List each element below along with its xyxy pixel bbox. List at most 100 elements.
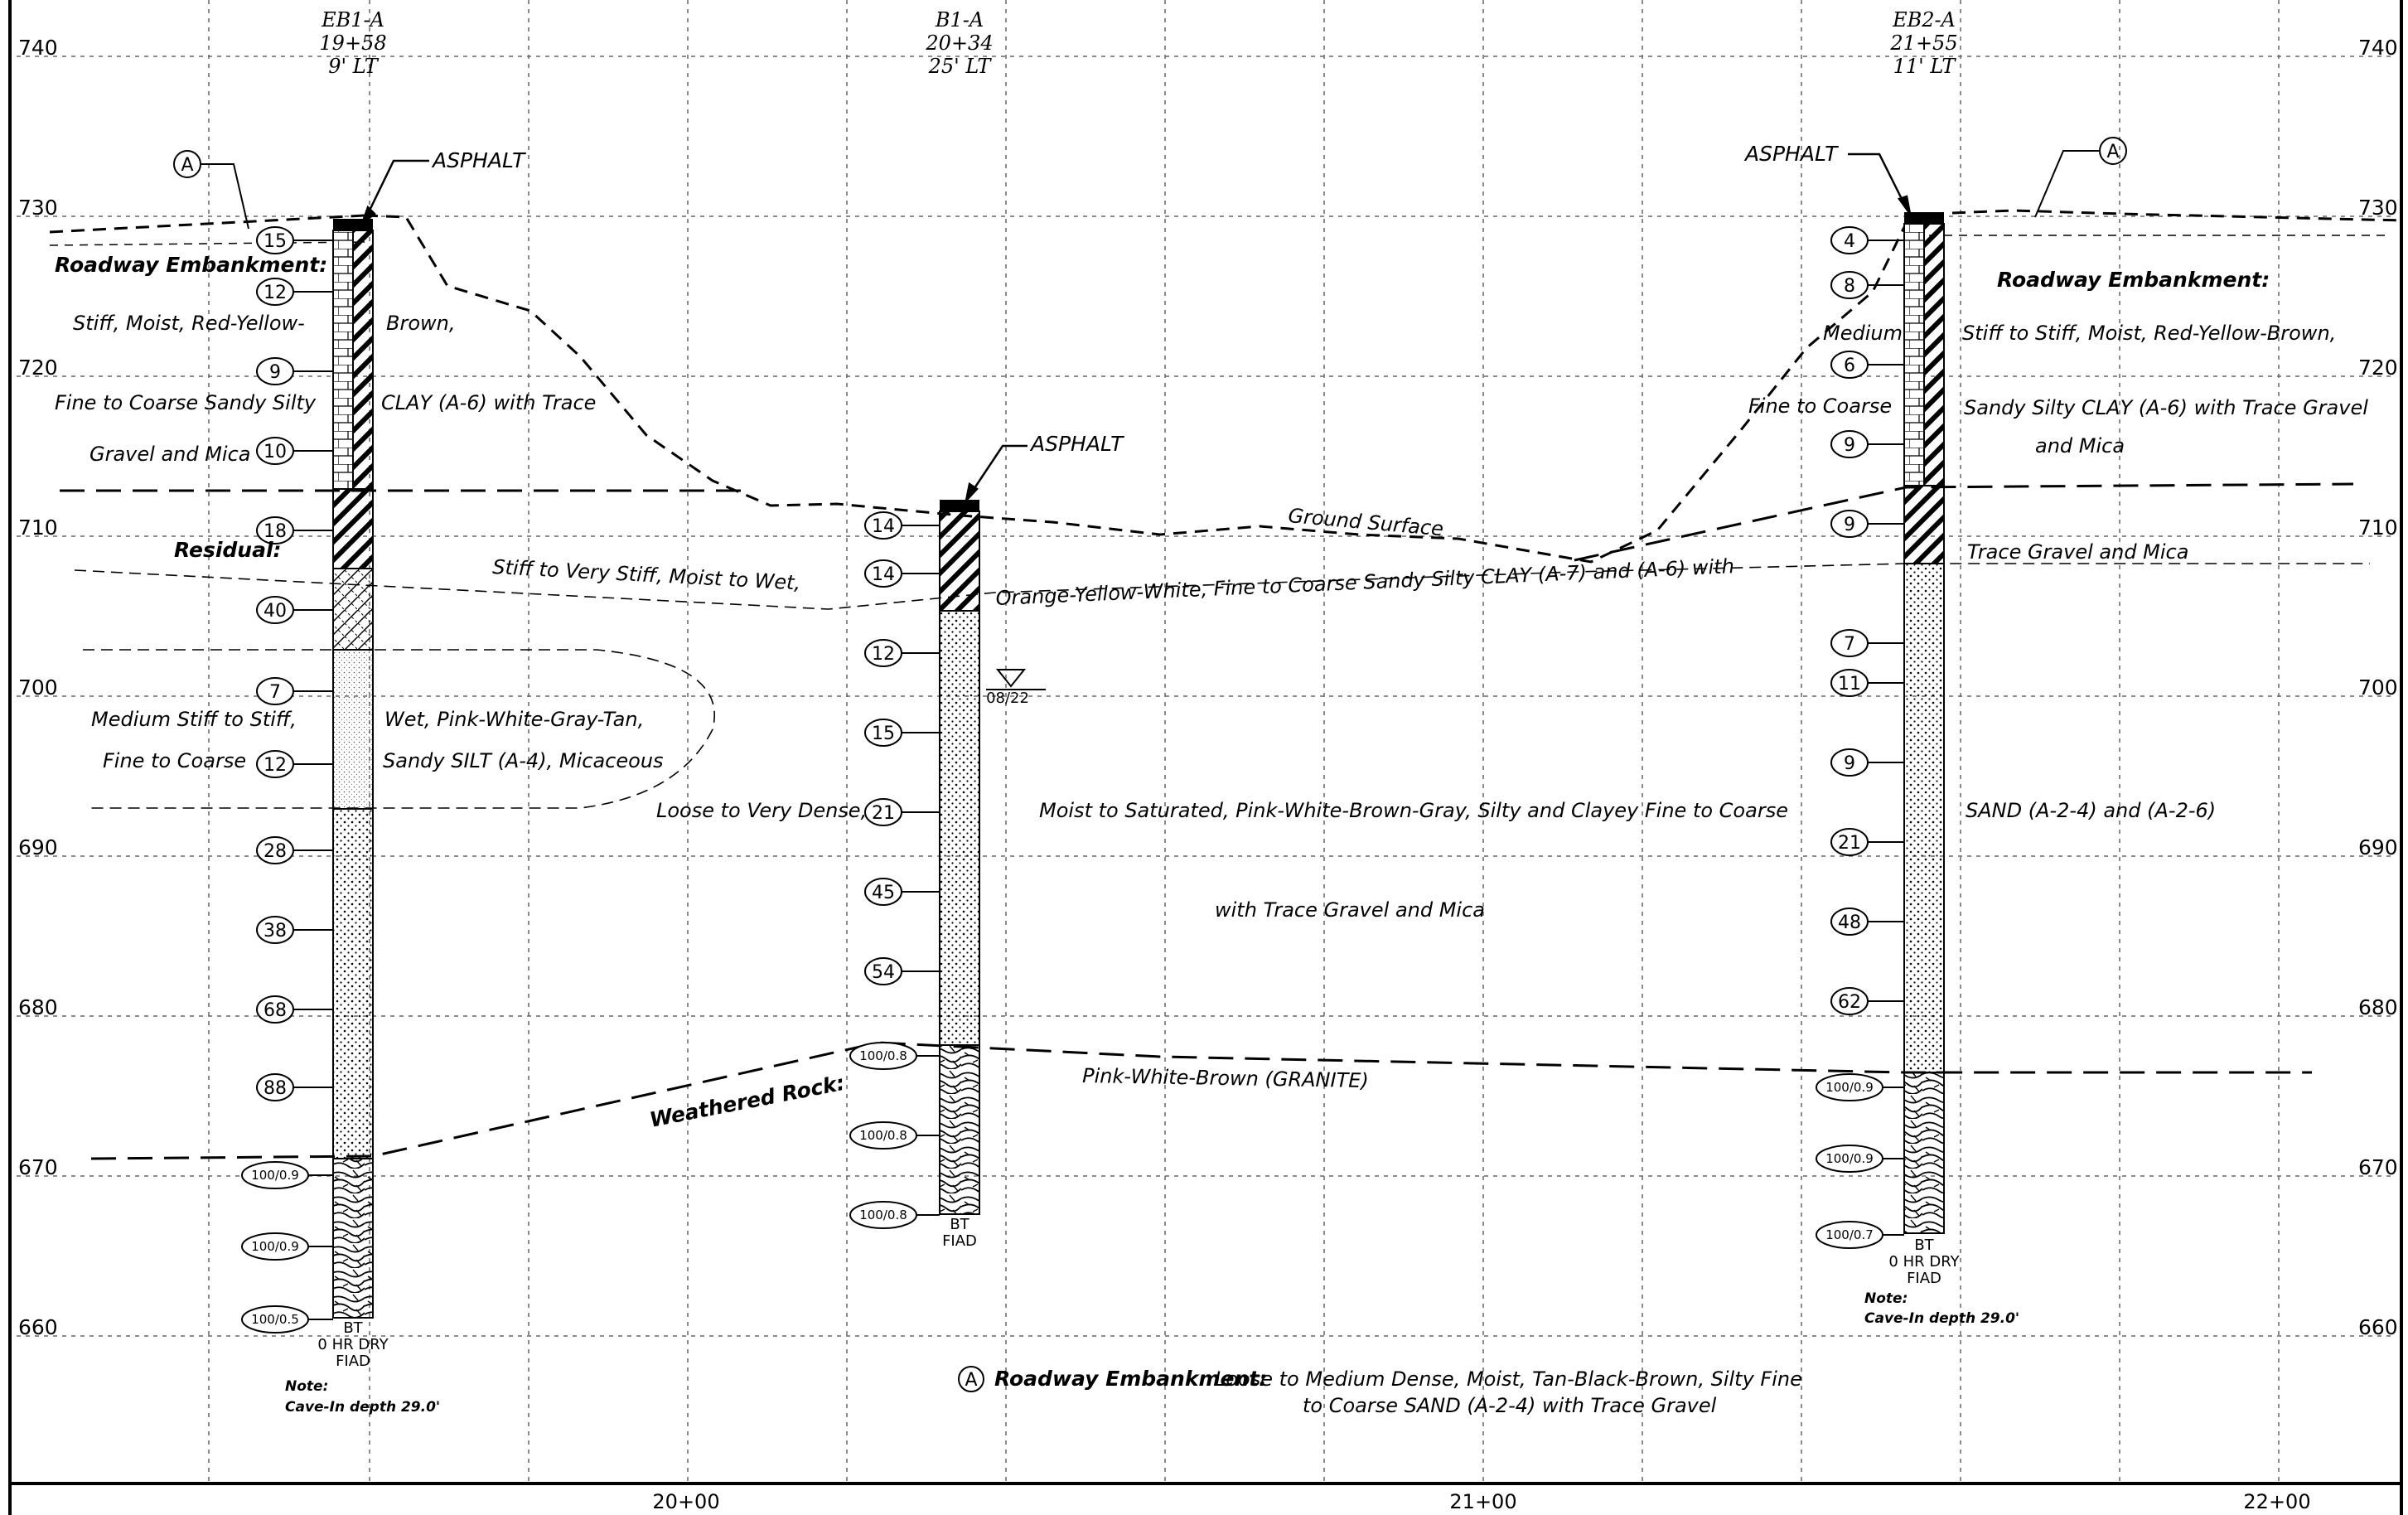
asphalt-label: ASPHALT [1029,432,1124,456]
boring-headers: EB1-A 19+58 9' LT B1-A 20+34 25' LT EB2-… [319,8,1957,78]
elevation-label: 710 [18,515,58,540]
description-text: Fine to Coarse [103,749,246,772]
blow-count: 9 [1844,753,1855,774]
description-text: Sandy Silty CLAY (A-6) with Trace Gravel [1964,396,2368,419]
blow-count: 7 [269,682,281,703]
blow-counts-EB1-A: 15 12 9 10 18 40 7 12 28 38 68 88 100/0.9 100/0.9 100/… [241,226,333,1333]
blow-count: 14 [872,564,895,585]
blow-count: 100/0.5 [251,1312,299,1327]
elevation-label: 660 [2358,1315,2398,1339]
description-text: Fine to Coarse Sandy Silty [55,391,317,414]
cave-in-note: Cave-In depth 29.0' [1864,1310,2019,1327]
elevation-label: 670 [18,1155,58,1179]
blow-count-bubble [864,798,902,826]
note-title: Note: [285,1378,328,1395]
blow-count: 9 [269,362,281,383]
blow-count: 15 [872,724,895,744]
blow-count-bubble [256,677,294,705]
silt-lens-boundary [83,649,715,809]
embankment-surface-left [49,214,365,234]
boring-bottom: BT [343,1319,363,1337]
boring-offset: 11' LT [1893,55,1957,78]
description-text: Stiff to Stiff, Moist, Red-Yellow-Brown, [1962,322,2336,345]
blow-count-bubble [864,511,902,540]
station-label: 20+00 [652,1490,719,1513]
blow-count-bubble [256,226,294,254]
description-text: Brown, [386,312,455,335]
blow-count: 48 [1838,912,1861,933]
boring-bottom: 0 HR DRY [1888,1253,1960,1271]
embankment-top-left [49,241,365,246]
roadway-embankment-label: Roadway Embankment: [1997,268,2270,292]
blow-count: 12 [264,283,287,303]
blow-count-bubble [864,719,902,747]
blow-count: 62 [1838,992,1861,1013]
blow-count-bubble [256,1073,294,1101]
boring-id: EB2-A [1892,8,1956,31]
asphalt-callouts [360,152,1912,505]
elevation-label: 670 [2358,1155,2398,1179]
elevation-label: 730 [18,196,58,220]
blow-count-bubble [1816,1145,1883,1173]
blow-count-bubble [256,916,294,944]
blow-count: 12 [872,644,895,665]
description-text: SAND (A-2-4) and (A-2-6) [1966,799,2216,822]
blow-count: 9 [1844,435,1855,456]
blow-count-bubble [1830,510,1869,538]
blow-count-bubble [1830,828,1869,856]
blow-count-bubble [1830,987,1869,1015]
blow-count: 45 [872,883,895,903]
blow-count: 68 [264,1000,287,1021]
boring-station: 19+58 [319,31,386,55]
blow-count: 8 [1844,276,1855,297]
blow-count: 9 [1844,515,1855,535]
blow-count-bubble [256,278,294,306]
description-text: Sandy SILT (A-4), Micaceous [383,749,664,772]
blow-count-bubble [864,639,902,667]
blow-count-bubble [241,1232,309,1261]
water-table-date: 08/22 [986,690,1029,707]
blow-count-bubble [1816,1073,1883,1101]
blow-count: 28 [264,841,287,862]
boring-bottom: BT [1914,1237,1934,1254]
asphalt-label: ASPHALT [1743,142,1839,166]
stratum-boundaries [49,209,2404,1160]
blow-count-bubble [256,836,294,864]
blow-count-bubble [1830,226,1869,254]
cave-in-note: Cave-In depth 29.0' [285,1399,440,1416]
elevation-label: 660 [18,1315,58,1339]
station-label: 21+00 [1449,1490,1516,1513]
circle-a-callouts [173,137,2127,1392]
elevation-labels-left: 740 730 720 710 700 690 680 670 660 [18,36,58,1339]
description-text: Medium Stiff to Stiff, [91,708,297,731]
legend-a-line: Loose to Medium Dense, Moist, Tan-Black-… [1215,1367,1802,1391]
residual-label: Residual: [174,538,282,562]
blow-count-bubble [1830,629,1869,657]
blow-count: 88 [264,1078,287,1099]
note-title: Note: [1864,1290,1908,1307]
elevation-label: 730 [2358,196,2398,220]
blow-count: 21 [1838,833,1861,854]
blow-count: 100/0.9 [251,1239,299,1254]
description-text: Trace Gravel and Mica [1967,540,2188,564]
description-text: Medium [1823,322,1903,345]
boring-bottom: 0 HR DRY [317,1336,389,1353]
legend-a: Roadway Embankment: Loose to Medium Dens… [994,1367,1802,1417]
blow-count: 21 [872,803,895,824]
boring-station: 20+34 [925,31,993,55]
drawing-frame [8,0,2403,1515]
elevation-label: 740 [2358,36,2398,60]
circle-a-label: A [2106,142,2119,162]
blow-count: 7 [1844,634,1855,655]
description-text: Fine to Coarse [1748,394,1892,418]
elevation-label: 720 [18,356,58,380]
boring-offset: 25' LT [928,55,993,78]
station-label: 22+00 [2243,1490,2310,1513]
water-table-symbol [986,669,1046,690]
blow-count: 100/0.9 [251,1168,299,1183]
ground-surface-line [364,214,1919,564]
description-text: CLAY (A-6) with Trace [381,391,596,414]
roadway-embankment-label: Roadway Embankment: [55,253,327,277]
asphalt-label: ASPHALT [431,148,526,172]
blow-count: 4 [1844,231,1855,252]
